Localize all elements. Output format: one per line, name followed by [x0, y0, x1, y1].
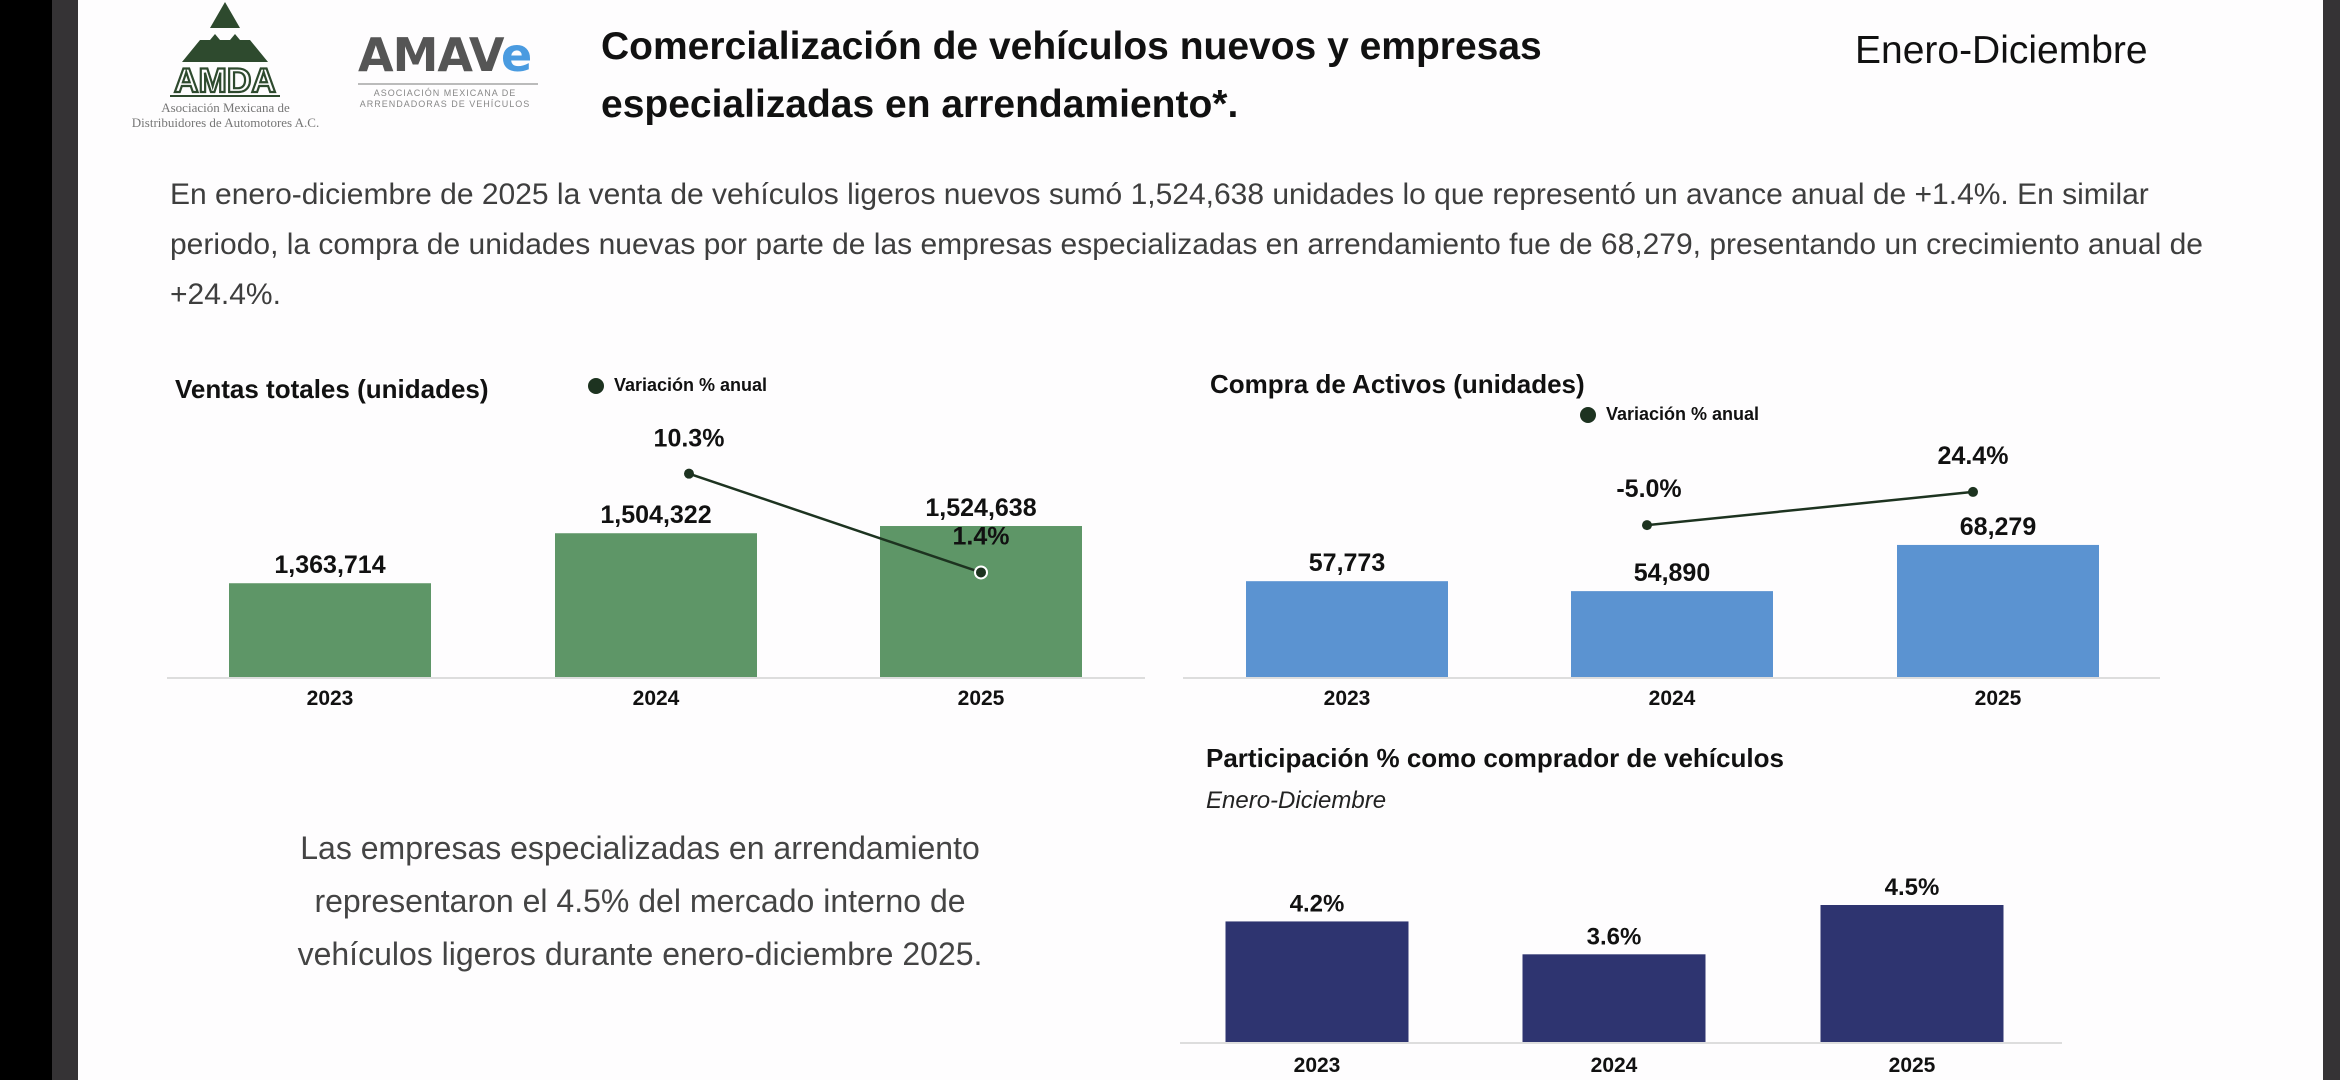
- amave-caption-line1: ASOCIACIÓN MEXICANA DE: [373, 88, 517, 98]
- intro-paragraph: En enero-diciembre de 2025 la venta de v…: [170, 178, 2203, 311]
- chart-ventas-title: Ventas totales (unidades): [175, 374, 489, 404]
- amave-logo: AMAVe: [358, 28, 532, 82]
- chart-participacion-subtitle: Enero-Diciembre: [1206, 787, 1387, 814]
- legend-dot-icon: [1580, 406, 1596, 423]
- amda-wordmark: AMDA: [174, 62, 276, 100]
- period-label: Enero-Diciembre: [1855, 29, 2148, 72]
- amave-caption-line2: ARRENDADORAS DE VEHÍCULOS: [359, 99, 531, 109]
- chart-compra-title: Compra de Activos (unidades): [1210, 369, 1585, 399]
- left-screen-edge: [0, 0, 52, 1080]
- amda-caption-line2: Distribuidores de Automotores A.C.: [131, 115, 320, 130]
- amave-caption: ASOCIACIÓN MEXICANA DE ARRENDADORAS DE V…: [350, 88, 540, 110]
- chart-compra-legend-label: Variación % anual: [1606, 404, 1760, 424]
- legend-dot-icon: [588, 377, 604, 394]
- page-title-line2: especializadas en arrendamiento*.: [601, 83, 1239, 126]
- page-title-line1: Comercialización de vehículos nuevos y e…: [601, 25, 1542, 68]
- amda-caption: Asociación Mexicana de Distribuidores de…: [118, 100, 333, 130]
- slide-canvas: [78, 0, 2323, 1080]
- amave-divider: [358, 83, 538, 85]
- amda-caption-line1: Asociación Mexicana de: [161, 100, 290, 115]
- chart-ventas-legend-label: Variación % anual: [614, 375, 768, 395]
- chart-participacion-title: Participación % como comprador de vehícu…: [1206, 743, 1784, 773]
- chart-compra-legend: Variación % anual: [1580, 404, 1759, 425]
- right-window-border: [2323, 0, 2340, 1080]
- amave-accent-letter: e: [500, 28, 532, 82]
- chart-ventas-legend: Variación % anual: [588, 375, 767, 396]
- page-title: Comercialización de vehículos nuevos y e…: [601, 18, 1801, 134]
- amave-wordmark: AMAV: [358, 28, 502, 82]
- market-share-note: Las empresas especializadas en arrendami…: [297, 830, 983, 972]
- left-window-border: [52, 0, 78, 1080]
- amda-logo-icon: AMDA: [170, 2, 280, 101]
